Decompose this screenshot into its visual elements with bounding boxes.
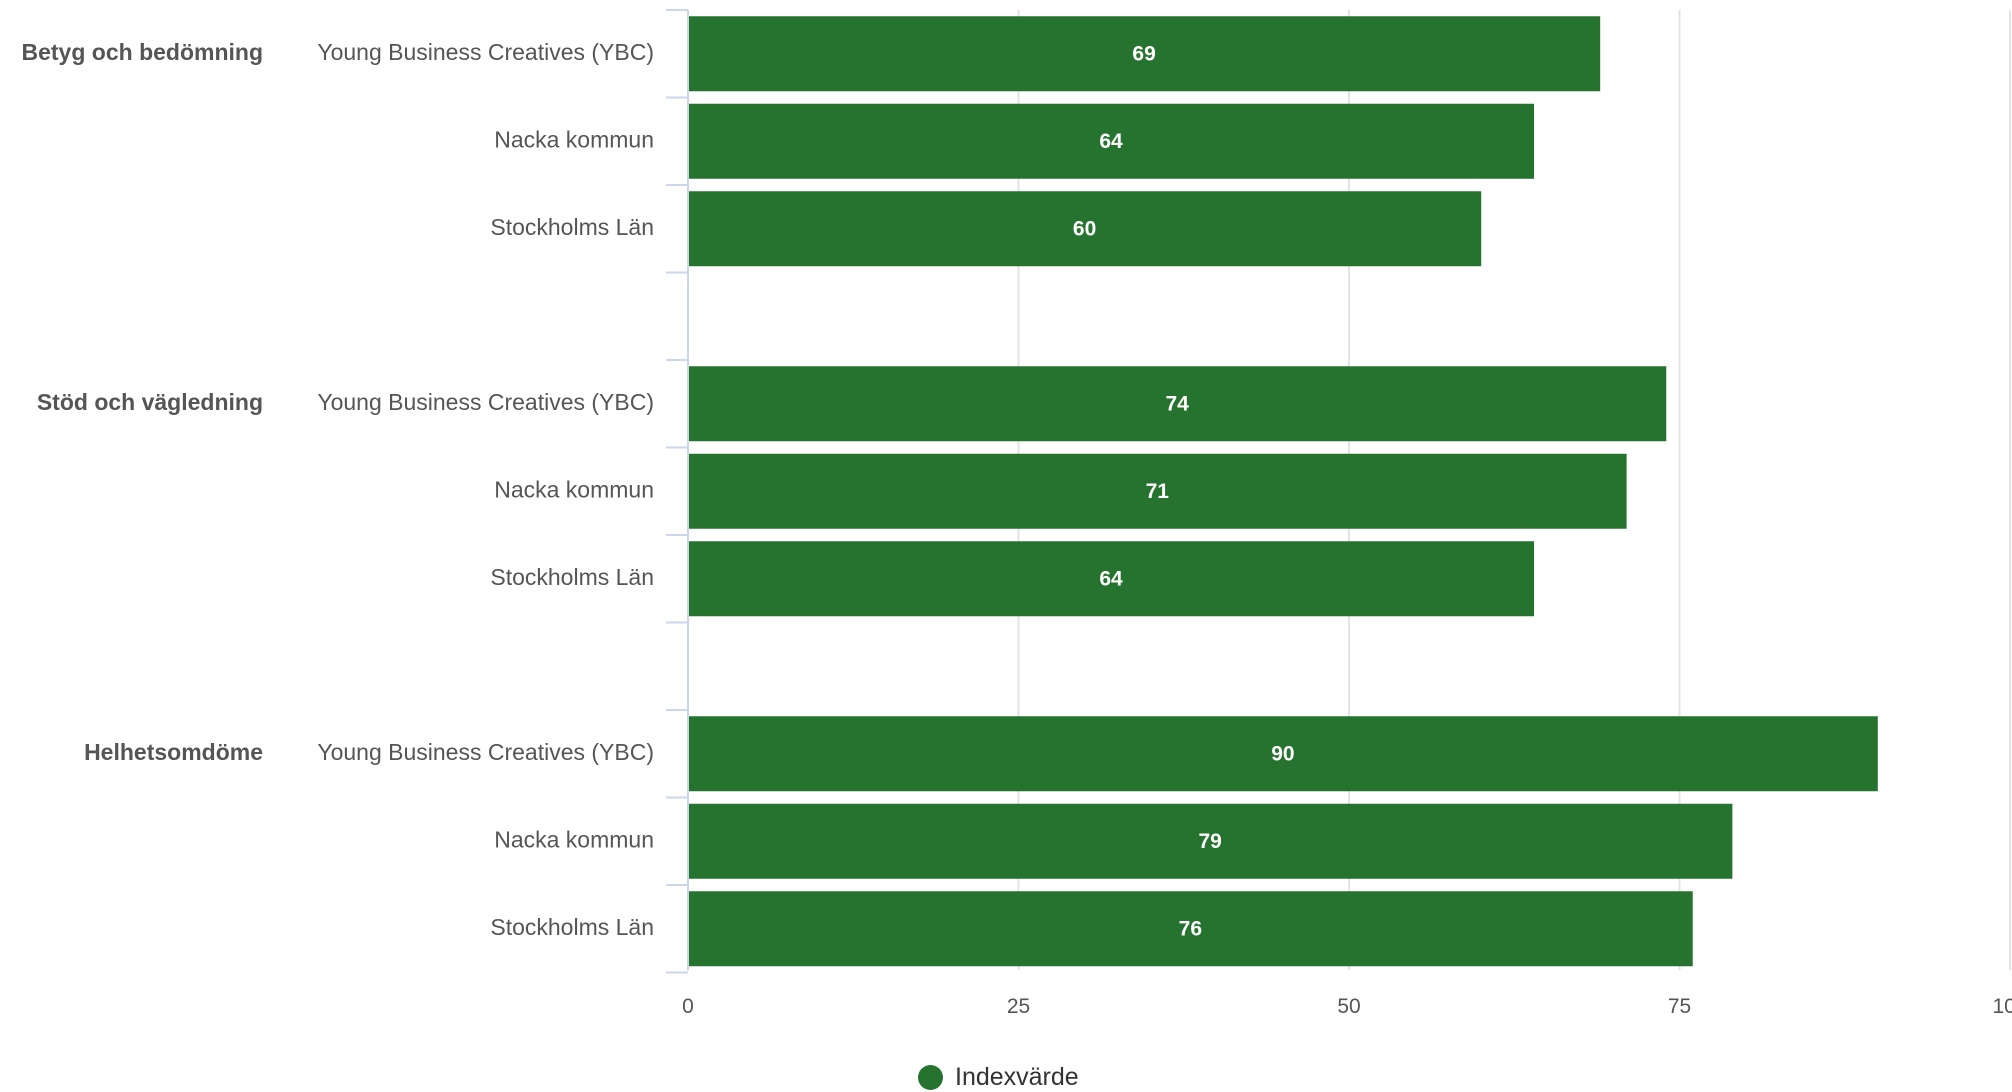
- group-label: Helhetsomdöme: [84, 739, 263, 765]
- category-label: Young Business Creatives (YBC): [317, 739, 654, 765]
- bar: [689, 103, 1535, 179]
- category-label: Young Business Creatives (YBC): [317, 39, 654, 65]
- data-label: 79: [1199, 830, 1222, 853]
- bar: [689, 16, 1601, 92]
- bar: [689, 891, 1693, 967]
- data-label: 71: [1146, 480, 1170, 503]
- category-label: Stockholms Län: [490, 564, 654, 590]
- tick-label: 100: [1992, 995, 2012, 1018]
- category-label: Young Business Creatives (YBC): [317, 389, 654, 415]
- legend-swatch: [918, 1065, 943, 1090]
- tick-label: 50: [1337, 995, 1360, 1018]
- category-label: Nacka kommun: [494, 126, 654, 152]
- legend-label: Indexvärde: [955, 1063, 1079, 1091]
- bar: [689, 191, 1482, 267]
- data-label: 60: [1073, 217, 1096, 240]
- bar: [689, 453, 1627, 529]
- bar: [689, 803, 1733, 879]
- tick-label: 0: [682, 995, 694, 1018]
- category-labels: Betyg och bedömning Young Business Creati…: [22, 39, 655, 940]
- bars: 69 64 60 74 71 64 90 79 76: [689, 16, 1878, 967]
- data-label: 76: [1179, 917, 1202, 940]
- group-label: Betyg och bedömning: [22, 39, 264, 65]
- category-label: Nacka kommun: [494, 476, 654, 502]
- data-label: 69: [1132, 42, 1155, 65]
- bar: [689, 366, 1667, 442]
- bar: [689, 541, 1535, 617]
- data-label: 90: [1271, 742, 1294, 765]
- category-label: Stockholms Län: [490, 914, 654, 940]
- category-axis: [666, 9, 689, 974]
- tick-label: 75: [1668, 995, 1691, 1018]
- bar: [689, 716, 1878, 792]
- group-label: Stöd och vägledning: [37, 389, 263, 415]
- category-label: Stockholms Län: [490, 214, 654, 240]
- category-label: Nacka kommun: [494, 826, 654, 852]
- x-axis-ticks: 0 25 50 75 100: [682, 995, 2012, 1018]
- tick-label: 25: [1007, 995, 1030, 1018]
- data-label: 74: [1165, 392, 1189, 415]
- data-label: 64: [1099, 567, 1123, 590]
- data-label: 64: [1099, 130, 1123, 153]
- legend[interactable]: Indexvärde: [918, 1063, 1079, 1092]
